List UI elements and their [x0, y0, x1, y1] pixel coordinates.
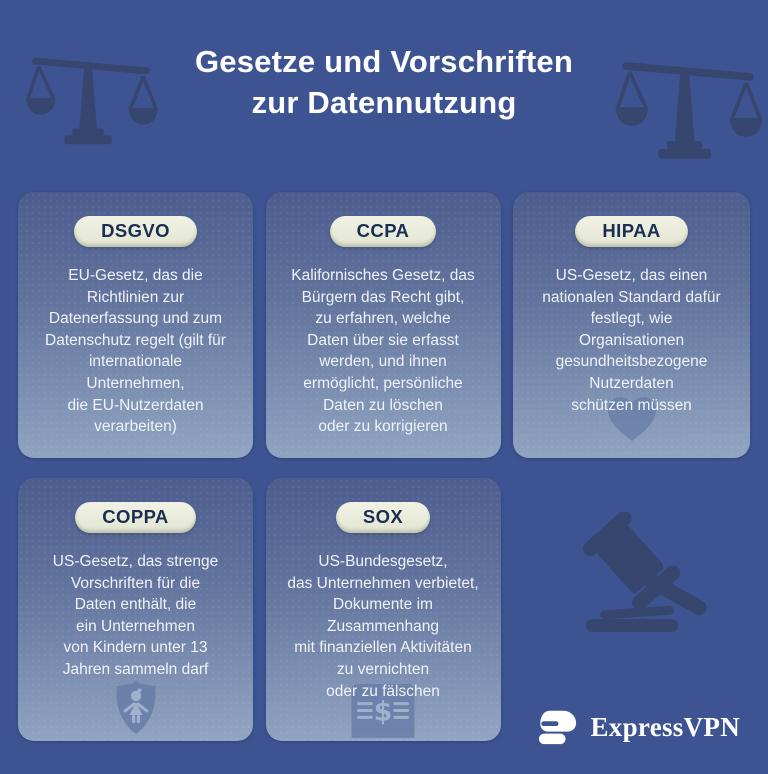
gavel-icon: [583, 512, 707, 632]
page-title: Gesetze und Vorschriften zur Datennutzun…: [194, 44, 574, 120]
card-ccpa: CCPA Kalifornisches Gesetz, das Bürgern …: [265, 192, 501, 458]
ccpa-description: Kalifornisches Gesetz, das Bürgern das R…: [291, 267, 475, 436]
sox-badge: SOX: [335, 502, 431, 533]
card-dsgvo: DSGVO EU-Gesetz, das die Richtlinien zur…: [18, 192, 253, 458]
financial-document-icon: $: [351, 683, 415, 738]
card-coppa: COPPA US-Gesetz, das strenge Vorschrifte…: [18, 478, 253, 741]
card-hipaa: HIPAA US-Gesetz, das einen nationalen St…: [513, 192, 750, 458]
expressvpn-wordmark: ExpressVPN: [590, 711, 740, 742]
dsgvo-description: EU-Gesetz, das die Richtlinien zur Daten…: [45, 267, 226, 436]
hipaa-badge: HIPAA: [575, 216, 688, 247]
dollar-glyph: $: [374, 696, 392, 727]
coppa-badge: COPPA: [75, 502, 196, 533]
heart-icon: [607, 397, 656, 441]
ccpa-badge: CCPA: [329, 216, 437, 247]
expressvpn-logo: ExpressVPN: [536, 707, 740, 747]
scales-icon: [615, 62, 763, 159]
dsgvo-badge: DSGVO: [74, 216, 197, 247]
expressvpn-logo-icon: [539, 710, 577, 745]
card-sox: SOX US-Bundesgesetz, das Unternehmen ver…: [265, 478, 501, 741]
hipaa-description: US-Gesetz, das einen nationalen Standard…: [542, 267, 721, 414]
cards-grid: DSGVO EU-Gesetz, das die Richtlinien zur…: [18, 192, 750, 741]
scales-icon: [26, 57, 158, 145]
child-shield-icon: [115, 681, 156, 734]
coppa-description: US-Gesetz, das strenge Vorschriften für …: [52, 553, 219, 678]
sox-description: US-Bundesgesetz, das Unternehmen verbiet…: [287, 553, 479, 700]
